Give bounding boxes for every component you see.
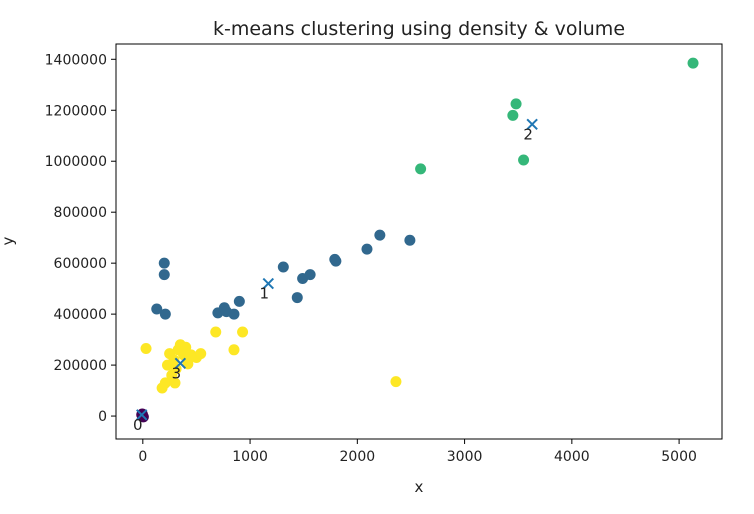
axes: 0 1000 2000 3000 4000 5000 0 200000 400000 600000… (45, 52, 697, 465)
chart-title: k-means clustering using density & volum… (213, 18, 625, 40)
x-tick-label: 5000 (661, 449, 697, 465)
data-point-cluster-3 (182, 358, 194, 370)
data-point-cluster-3 (228, 344, 240, 356)
centroid-marker (262, 277, 275, 290)
data-point-cluster-1 (158, 257, 170, 269)
centroid-label: 1 (260, 285, 270, 303)
x-tick-label: 1000 (232, 449, 268, 465)
data-point-cluster-1 (228, 308, 240, 320)
x-tick-label: 3000 (447, 449, 483, 465)
x-tick-label: 0 (138, 449, 147, 465)
data-point-cluster-2 (518, 154, 530, 166)
y-axis-label: y (0, 236, 17, 245)
data-point-cluster-3 (168, 354, 180, 366)
centroid-label: 3 (172, 364, 182, 382)
y-tick-label: 200000 (54, 358, 107, 374)
plot-frame (115, 43, 723, 440)
y-tick-label: 0 (98, 409, 107, 425)
data-point-cluster-2 (415, 163, 427, 175)
y-tick-label: 1400000 (45, 52, 107, 68)
data-point-cluster-2 (687, 57, 699, 69)
y-tick-label: 1200000 (45, 103, 107, 119)
data-point-cluster-1 (277, 261, 289, 273)
centroid-label: 2 (523, 125, 533, 143)
data-point-cluster-1 (158, 269, 170, 281)
data-point-cluster-3 (195, 348, 207, 360)
data-point-cluster-1 (159, 308, 171, 320)
x-tick-label: 2000 (340, 449, 376, 465)
data-point-cluster-1 (374, 229, 386, 241)
points (136, 57, 699, 423)
centroid-label: 0 (133, 416, 143, 434)
data-point-cluster-1 (291, 292, 303, 304)
centroid-marker (136, 409, 148, 421)
data-point-cluster-3 (159, 377, 171, 389)
centroid-marker (174, 357, 187, 370)
data-point-cluster-1 (233, 295, 245, 307)
y-tick-label: 400000 (54, 307, 107, 323)
data-point-cluster-3 (210, 326, 222, 338)
data-point-cluster-1 (330, 255, 342, 267)
centroids: 0 1 2 3 (133, 118, 538, 434)
data-point-cluster-1 (151, 303, 163, 315)
centroid-marker (526, 118, 538, 130)
data-point-cluster-1 (404, 234, 416, 246)
data-point-cluster-1 (361, 243, 373, 255)
x-tick-label: 4000 (554, 449, 590, 465)
y-tick-label: 800000 (54, 205, 107, 221)
data-point-cluster-3 (237, 326, 249, 338)
data-point-cluster-2 (510, 98, 522, 110)
x-axis-label: x (415, 478, 424, 496)
y-tick-label: 1000000 (45, 154, 107, 170)
data-point-cluster-3 (390, 376, 402, 388)
y-tick-label: 600000 (54, 256, 107, 272)
data-point-cluster-2 (507, 109, 519, 121)
data-point-cluster-3 (169, 377, 181, 389)
data-point-cluster-1 (304, 269, 316, 281)
data-point-cluster-3 (140, 343, 152, 355)
data-point-cluster-3 (180, 341, 192, 353)
